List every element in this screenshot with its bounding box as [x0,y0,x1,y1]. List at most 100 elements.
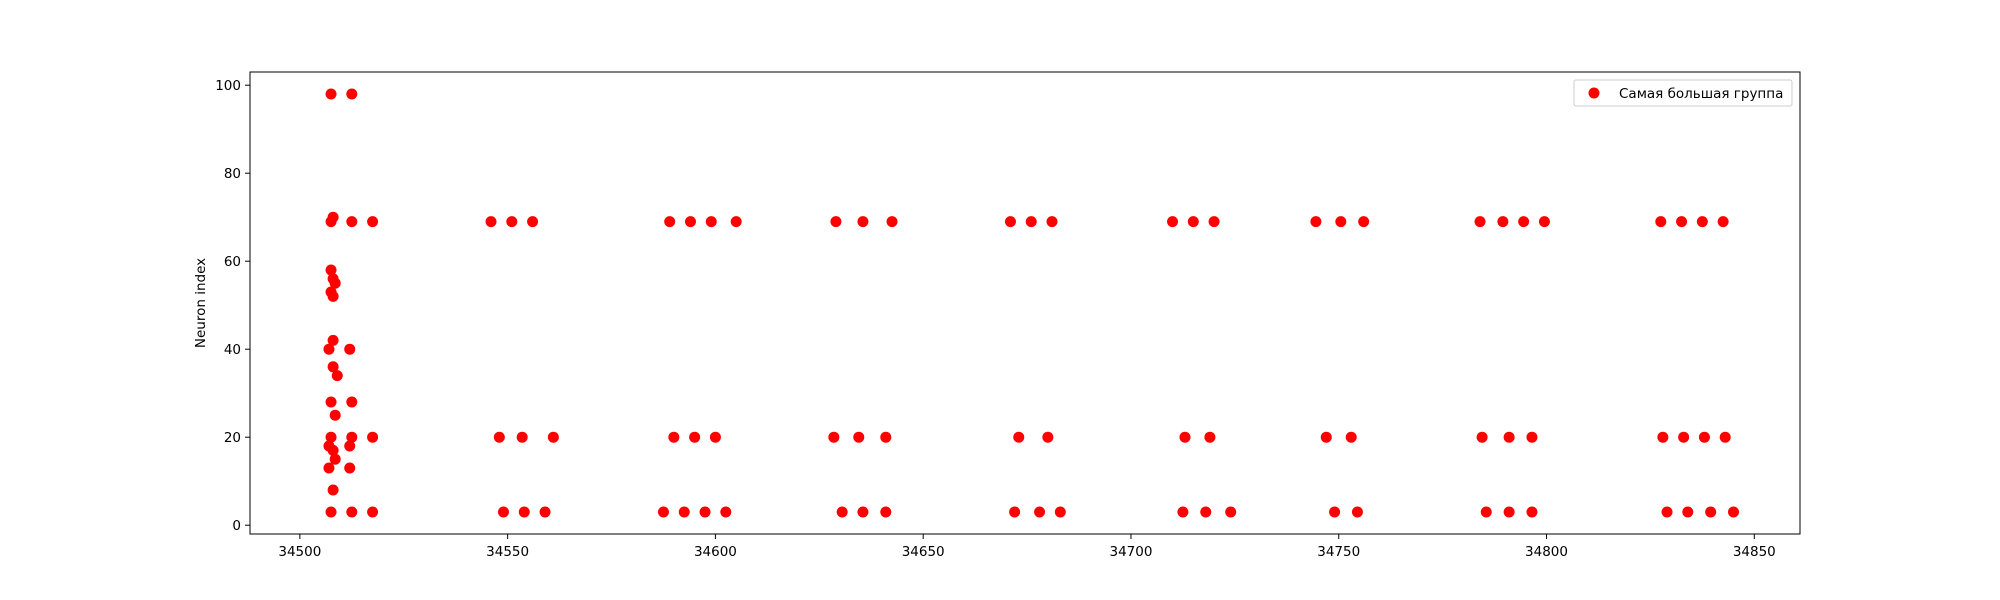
x-tick-label: 34600 [694,544,737,560]
data-point [331,370,343,382]
data-point [367,431,379,443]
data-point [1351,506,1363,518]
data-point [1682,506,1694,518]
data-point [1526,431,1538,443]
data-point [518,506,530,518]
data-point [1204,431,1216,443]
data-point [1705,506,1717,518]
data-point [709,431,721,443]
data-point [1728,506,1740,518]
data-point [1054,506,1066,518]
y-axis: 0 20 40 60 80 100 [215,78,250,534]
data-point [1310,216,1322,228]
x-tick-label: 34500 [278,544,321,560]
x-tick-label: 34850 [1733,544,1776,560]
data-point [857,216,869,228]
data-point [1009,506,1021,518]
x-tick-label: 34550 [486,544,529,560]
data-point [346,216,358,228]
data-points [323,88,1740,518]
data-point [880,431,892,443]
data-point [325,88,337,100]
data-point [527,216,539,228]
data-point [657,506,669,518]
data-point [830,216,842,228]
data-point [327,444,339,456]
data-point [886,216,898,228]
data-point [1655,216,1667,228]
data-point [1476,431,1488,443]
data-point [1358,216,1370,228]
data-point [720,506,732,518]
data-point [1208,216,1220,228]
y-tick-label: 20 [224,430,241,446]
y-tick-label: 0 [232,518,241,534]
data-point [323,343,335,355]
data-point [853,431,865,443]
data-point [493,431,505,443]
data-point [367,506,379,518]
data-point [346,396,358,408]
data-point [678,506,690,518]
data-point [1320,431,1332,443]
y-tick-label: 100 [215,78,241,94]
x-tick-label: 34650 [902,544,945,560]
data-point [705,216,717,228]
data-point [1678,431,1690,443]
data-point [1025,216,1037,228]
data-point [1503,506,1515,518]
data-point [1480,506,1492,518]
data-point [1225,506,1237,518]
data-point [547,431,559,443]
legend: Самая большая группа [1573,79,1793,107]
data-point [880,506,892,518]
data-point [1676,216,1688,228]
data-point [857,506,869,518]
data-point [1497,216,1509,228]
data-point [346,431,358,443]
data-point [344,462,356,474]
data-point [497,506,509,518]
data-point [329,277,341,289]
data-point [1004,216,1016,228]
y-tick-label: 40 [224,342,241,358]
data-point [325,506,337,518]
data-point [1013,431,1025,443]
data-point [1177,506,1189,518]
data-point [367,216,379,228]
data-point [1042,431,1054,443]
data-point [327,290,339,302]
data-point [1167,216,1179,228]
data-point [539,506,551,518]
data-point [327,334,339,346]
data-point [1179,431,1191,443]
data-point [1657,431,1669,443]
legend-label: Самая большая группа [1619,86,1783,102]
plot-frame [249,71,1801,535]
data-point [1329,506,1341,518]
data-point [344,440,356,452]
data-point [1335,216,1347,228]
data-point [1696,216,1708,228]
data-point [664,216,676,228]
data-point [699,506,711,518]
data-point [1200,506,1212,518]
x-tick-label: 34800 [1525,544,1568,560]
data-point [346,88,358,100]
legend-box [1573,79,1793,107]
data-point [346,506,358,518]
data-point [1046,216,1058,228]
y-axis-label: Neuron index [193,258,209,348]
data-point [344,343,356,355]
data-point [325,264,337,276]
data-point [1034,506,1046,518]
data-point [828,431,840,443]
y-tick-label: 80 [224,166,241,182]
data-point [1518,216,1530,228]
data-point [329,409,341,421]
y-tick-label: 60 [224,254,241,270]
data-point [1474,216,1486,228]
data-point [1717,216,1729,228]
data-point [1345,431,1357,443]
